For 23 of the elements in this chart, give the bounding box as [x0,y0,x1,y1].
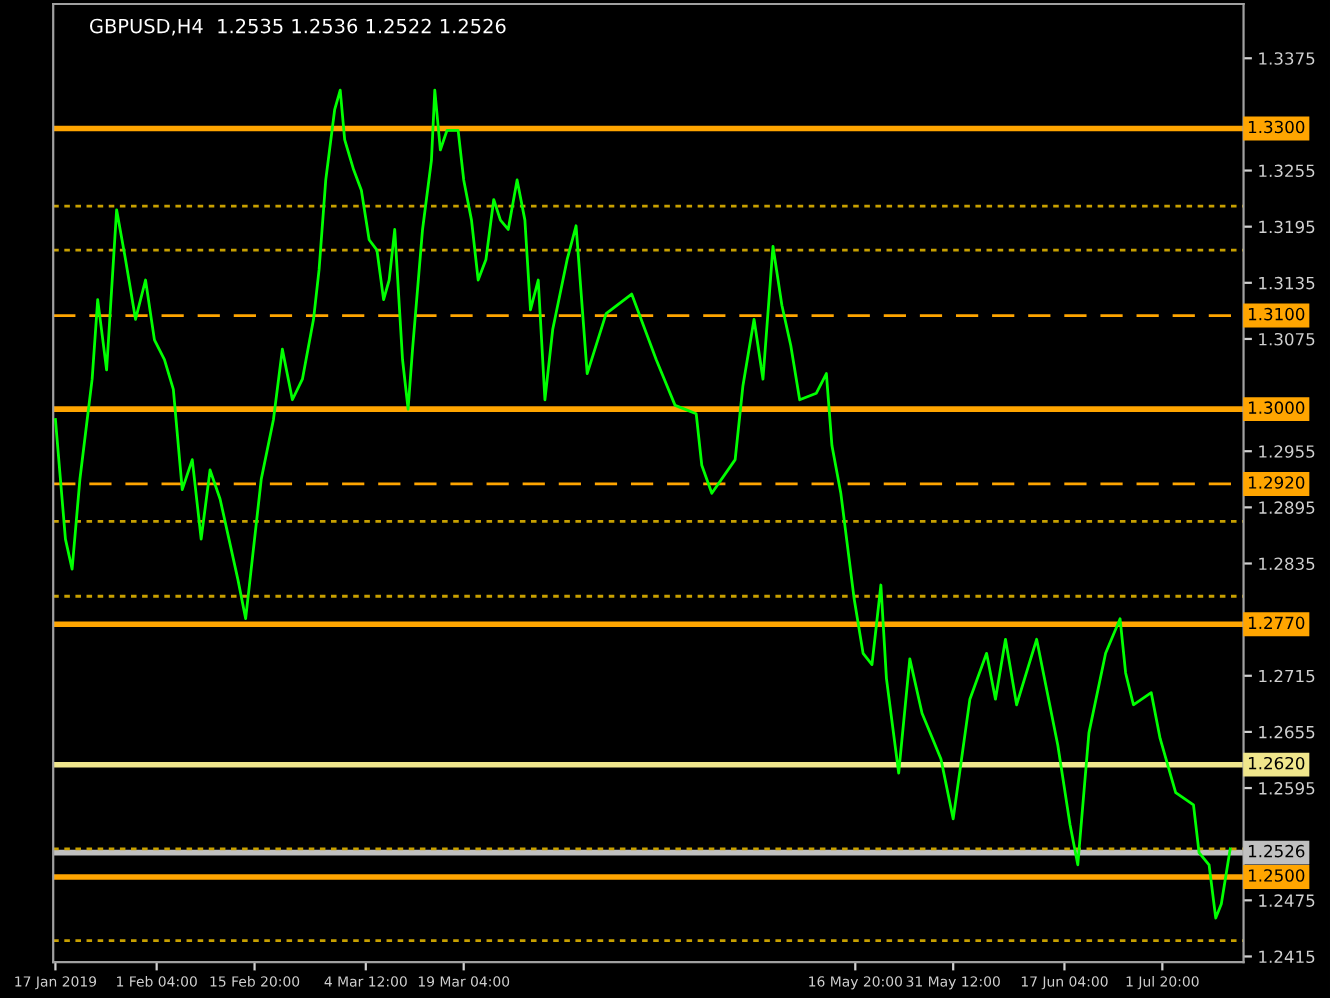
ref-line-label: 1.2770 [1248,616,1305,630]
ref-line-label: 1.2920 [1248,476,1305,489]
y-tick-label: 1.2955 [1259,445,1315,458]
y-tick-label: 1.3075 [1259,332,1315,346]
y-tick-label: 1.3135 [1259,276,1315,290]
ref-line-label: 1.2500 [1248,869,1305,882]
y-tick-label: 1.2475 [1259,894,1315,907]
y-tick-label: 1.2415 [1259,950,1315,964]
line-series [54,88,1232,920]
y-tick-label: 1.2655 [1259,725,1315,739]
y-tick-label: 1.2595 [1259,782,1315,795]
y-tick-label: 1.2715 [1259,669,1315,683]
y-tick-label: 1.3255 [1259,164,1315,178]
ref-line-label: 1.2526 [1248,844,1305,858]
ref-line-label: 1.3300 [1248,120,1305,134]
ref-line-label: 1.3100 [1248,307,1305,321]
ref-line-label: 1.2620 [1248,756,1305,770]
y-tick-label: 1.3195 [1259,220,1315,234]
text: GBPUSD,H4 1.2535 1.2536 1.2522 1.2526 [90,18,506,36]
y-tick-label: 1.2835 [1259,557,1315,571]
y-tick-label: 1.2895 [1259,501,1315,514]
ref-line-label: 1.3000 [1248,401,1305,414]
y-tick-label: 1.3375 [1259,52,1315,65]
